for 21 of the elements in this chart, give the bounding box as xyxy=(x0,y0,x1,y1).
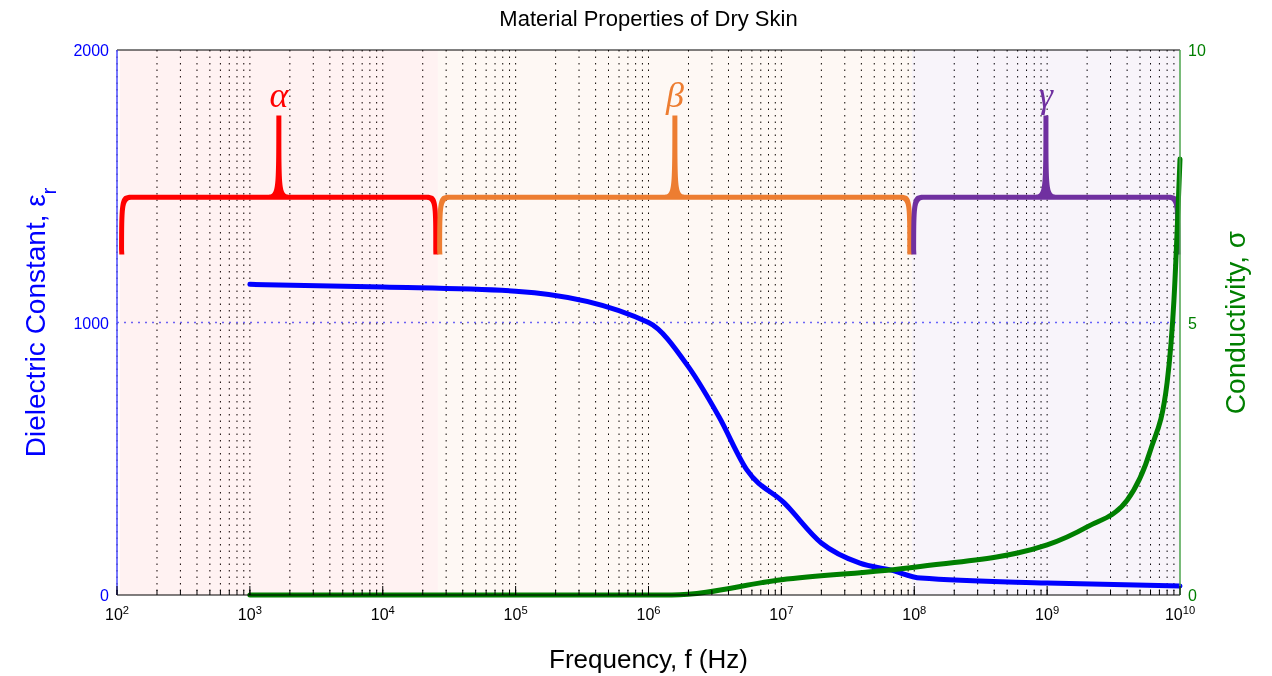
y-tick-label: 2000 xyxy=(73,42,110,59)
x-tick-label: 10$^{3}$ xyxy=(237,604,262,623)
y2-tick-label: 10 xyxy=(1188,42,1206,59)
y-tick-label: 1000 xyxy=(73,314,110,332)
x-tick-label: 10$^{7}$ xyxy=(769,604,794,623)
band-label: β xyxy=(664,75,684,116)
chart-title: Material Properties of Dry Skin xyxy=(499,6,798,31)
x-tick-label: 10$^{5}$ xyxy=(503,604,528,623)
y2-tick-label: 5 xyxy=(1188,314,1197,332)
y-tick-label: 0 xyxy=(100,587,110,604)
x-tick-label: 10$^{10}$ xyxy=(1164,604,1196,623)
x-tick-label: 10$^{6}$ xyxy=(636,604,661,623)
x-tick-label: 10$^{8}$ xyxy=(902,604,927,623)
band-label: α xyxy=(269,75,290,116)
x-tick-label: 10$^{2}$ xyxy=(104,604,130,623)
y2-tick-label: 0 xyxy=(1188,587,1197,604)
x-axis-title: Frequency, f (Hz) xyxy=(549,644,748,674)
x-tick-label: 10$^{4}$ xyxy=(370,604,395,623)
y2-axis-title: Conductivity, σ xyxy=(1220,230,1251,415)
band-label: γ xyxy=(1038,75,1054,116)
x-tick-label: 10$^{9}$ xyxy=(1035,604,1060,623)
